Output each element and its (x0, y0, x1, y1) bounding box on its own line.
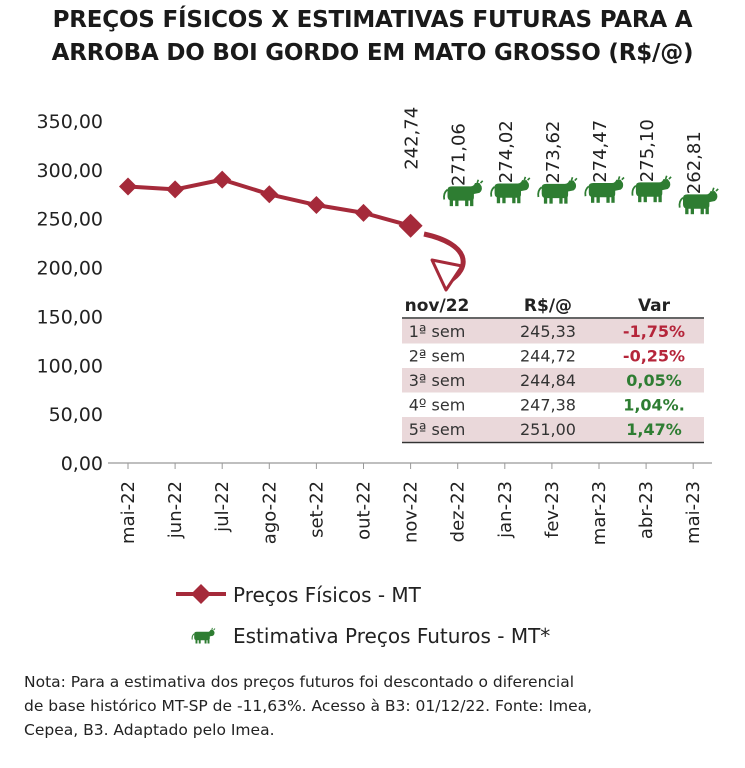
x-tick-label: jun-22 (165, 481, 186, 539)
table-row (402, 392, 704, 417)
y-tick-label: 250,00 (37, 209, 103, 231)
futures-price-label: 274,47 (590, 120, 611, 183)
table-row (402, 343, 704, 368)
footnote-line-3: Cepea, B3. Adaptado pelo Imea. (24, 721, 275, 739)
cow-icon (631, 175, 672, 203)
futures-price-label: 274,02 (496, 120, 517, 183)
x-tick-label: ago-22 (259, 481, 280, 544)
footnote-line-2: de base histórico MT-SP de -11,63%. Aces… (24, 697, 593, 715)
title-line-1: PREÇOS FÍSICOS X ESTIMATIVAS FUTURAS PAR… (52, 7, 693, 33)
physical-price-marker (166, 180, 185, 199)
futures-price-label: 271,06 (449, 123, 470, 186)
cow-icon (490, 176, 531, 204)
arrow-head (430, 258, 464, 292)
inset-table: nov/22 R$/@ Var 1ª sem 245,33 -1,75% 2ª sem 244… (402, 293, 704, 444)
y-tick-label: 200,00 (37, 258, 103, 280)
y-tick-label: 350,00 (37, 111, 103, 133)
physical-price-marker (260, 185, 279, 204)
futures-price-label: 275,10 (637, 119, 658, 182)
physical-price-marker (354, 203, 373, 222)
table-cell-var: 1,04%. (623, 396, 685, 415)
x-tick-label: dez-22 (448, 481, 469, 542)
table-cell-period: 3ª sem (409, 371, 466, 390)
table-header-bg (402, 293, 704, 318)
table-row (402, 417, 704, 442)
title-line-2: ARROBA DO BOI GORDO EM MATO GROSSO (R$/@… (51, 40, 694, 66)
table-cell-period: 1ª sem (409, 322, 466, 341)
physical-price-marker (119, 177, 137, 196)
y-tick-label: 0,00 (61, 453, 103, 475)
table-cell-price: 247,38 (520, 396, 576, 415)
table-header-cell: Var (638, 296, 671, 316)
y-tick-label: 100,00 (37, 355, 103, 377)
x-tick-label: mai-23 (683, 481, 704, 544)
x-axis: mai-22 jun-22 jul-22 ago-22 set-22 out-22 nov-… (108, 462, 712, 545)
cow-icon (584, 176, 625, 203)
futures-price-label: 273,62 (543, 121, 564, 184)
x-tick-label: mar-23 (589, 481, 610, 545)
cow-icon (678, 187, 719, 215)
chart-title: PREÇOS FÍSICOS X ESTIMATIVAS FUTURAS PAR… (0, 4, 745, 70)
table-header-cell: nov/22 (405, 296, 470, 316)
futures-price-label: 262,81 (684, 131, 705, 194)
legend: Preços Físicos - MT Estimativa Preços Fut… (176, 583, 550, 648)
x-tick-label: jul-22 (212, 481, 233, 533)
x-tick-label: set-22 (306, 481, 327, 538)
y-tick-label: 150,00 (37, 306, 103, 328)
legend-label-futures: Estimativa Preços Futuros - MT* (233, 624, 550, 648)
table-row (402, 319, 704, 344)
legend-cow-icon (191, 627, 216, 644)
table-cell-period: 5ª sem (409, 420, 466, 439)
table-cell-price: 245,33 (520, 322, 576, 341)
y-axis: 0,00 50,00 100,00 150,00 200,00 250,00 300,00 3… (37, 111, 103, 475)
table-cell-var: -0,25% (623, 347, 685, 366)
table-cell-price: 251,00 (520, 420, 576, 439)
table-row (402, 368, 704, 393)
table-cell-var: -1,75% (623, 322, 685, 341)
table-cell-period: 2ª sem (409, 347, 466, 366)
x-tick-label: nov-22 (401, 481, 422, 543)
table-cell-period: 4º sem (409, 396, 466, 415)
x-tick-label: out-22 (354, 481, 375, 540)
y-tick-label: 50,00 (49, 404, 103, 426)
series-physical-prices: 242,74 (119, 107, 423, 238)
physical-price-marker (213, 170, 232, 189)
legend-diamond-marker (191, 584, 211, 604)
x-tick-label: fev-23 (542, 481, 563, 538)
table-cell-price: 244,72 (520, 347, 576, 366)
table-cell-var: 0,05% (626, 371, 682, 390)
physical-price-label: 242,74 (402, 107, 423, 170)
physical-price-marker (307, 196, 326, 215)
series-futures-estimates: 271,06 274,02 273,62 274,47 275,10 262,81 (443, 119, 719, 215)
pointer-arrow (422, 229, 468, 292)
table-cell-price: 244,84 (520, 371, 576, 390)
cow-icon (443, 179, 484, 207)
footnote: Nota: Para a estimativa dos preços futur… (24, 670, 724, 742)
footnote-line-1: Nota: Para a estimativa dos preços futur… (24, 673, 575, 691)
legend-label-physical: Preços Físicos - MT (233, 583, 422, 607)
table-header-cell: R$/@ (524, 296, 572, 316)
cow-icon (537, 176, 578, 204)
x-tick-label: mai-22 (118, 481, 139, 544)
x-tick-label: jan-23 (495, 481, 516, 539)
physical-price-marker (398, 213, 423, 238)
table-cell-var: 1,47% (626, 420, 682, 439)
y-tick-label: 300,00 (37, 160, 103, 182)
x-tick-label: abr-23 (636, 481, 657, 539)
